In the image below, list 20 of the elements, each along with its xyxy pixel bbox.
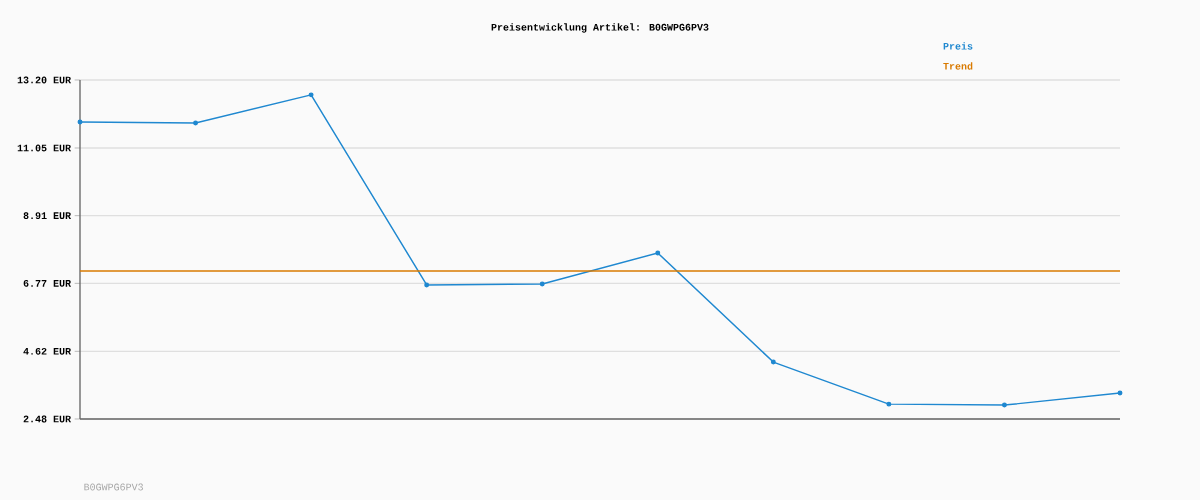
y-tick-label: 8.91 EUR bbox=[23, 212, 72, 220]
text: Trend bbox=[943, 62, 973, 70]
point bbox=[1117, 390, 1123, 396]
point bbox=[193, 120, 199, 126]
point bbox=[539, 281, 545, 287]
point bbox=[1001, 402, 1007, 408]
text: B0GWPG6PV3 bbox=[84, 483, 143, 491]
point bbox=[886, 401, 892, 407]
text: Preis bbox=[943, 42, 973, 50]
point bbox=[424, 282, 430, 288]
y-tick-label: 4.62 EUR bbox=[23, 347, 72, 355]
y-tick-label: 2.48 EUR bbox=[23, 415, 72, 423]
y-tick-label: 11.05 EUR bbox=[17, 144, 72, 152]
y-tick-label: 13.20 EUR bbox=[17, 76, 72, 84]
point bbox=[77, 119, 83, 125]
point bbox=[308, 92, 314, 98]
point bbox=[770, 359, 776, 365]
chart-title: Preisentwicklung Artikel: B0GWPG6PV3 bbox=[491, 23, 709, 33]
y-tick-label: 6.77 EUR bbox=[23, 279, 72, 287]
point bbox=[655, 250, 661, 256]
